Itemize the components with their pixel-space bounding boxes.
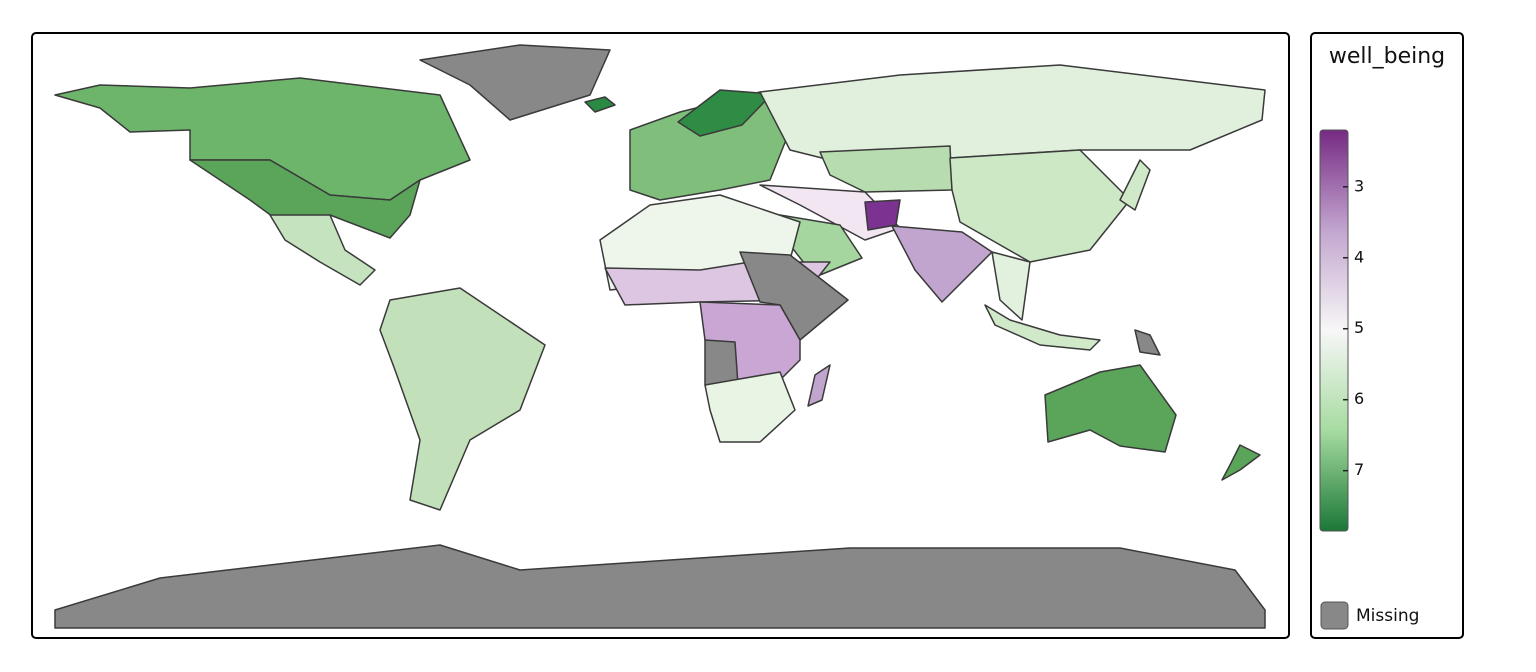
world-map [54,44,1266,629]
southern-africa [704,371,796,443]
iceland [584,96,616,113]
southeast-asia [991,251,1031,321]
new-guinea [1134,329,1161,356]
missing-label: Missing [1356,606,1419,626]
tick-label: 4 [1354,247,1364,266]
mexico [269,214,376,286]
legend-title: well_being [1329,44,1445,69]
japan [1119,159,1151,211]
madagascar [807,364,831,407]
china [949,149,1131,263]
tick-label: 6 [1354,389,1364,408]
angola [704,339,739,386]
legend-frame [1310,32,1464,639]
south-america [379,287,546,511]
afghanistan [864,199,901,231]
missing-swatch [1320,601,1349,630]
indonesia [984,304,1101,351]
greenland [419,44,611,121]
middle-east [759,184,901,241]
scandinavia [677,89,773,137]
tick-label: 5 [1354,318,1364,337]
new-zealand [1221,444,1261,481]
tick-label: 3 [1354,176,1364,195]
central-asia [819,145,953,193]
antarctica [54,544,1266,629]
tick-label: 7 [1354,460,1364,479]
australia [1044,364,1177,453]
color-scale [1319,129,1349,532]
india [891,225,993,303]
